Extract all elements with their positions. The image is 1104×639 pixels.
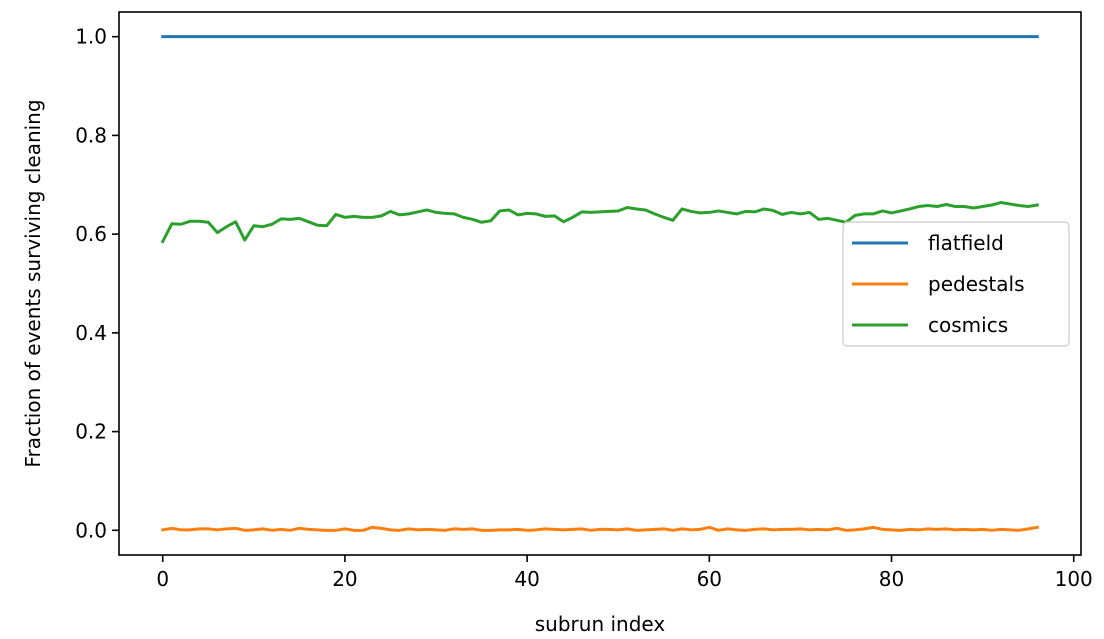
x-tick-label: 0 bbox=[156, 567, 169, 591]
legend-label-pedestals: pedestals bbox=[928, 272, 1025, 296]
legend-label-cosmics: cosmics bbox=[928, 313, 1008, 337]
x-axis-label: subrun index bbox=[535, 612, 666, 636]
y-tick-label: 0.6 bbox=[75, 222, 107, 246]
series-line-pedestals bbox=[161, 525, 1039, 532]
x-tick-label: 40 bbox=[514, 567, 539, 591]
y-tick-label: 0.2 bbox=[75, 420, 107, 444]
x-axis: 0 20 40 60 80 100 bbox=[156, 555, 1093, 591]
axes-frame bbox=[118, 11, 1082, 556]
plot-area bbox=[160, 35, 1039, 532]
y-tick-label: 1.0 bbox=[75, 25, 107, 49]
x-tick-label: 100 bbox=[1055, 567, 1093, 591]
x-tick-label: 80 bbox=[879, 567, 904, 591]
y-tick-label: 0.0 bbox=[75, 518, 107, 542]
legend-label-flatfield: flatfield bbox=[928, 231, 1004, 255]
x-tick-label: 60 bbox=[697, 567, 722, 591]
y-axis-label: Fraction of events surviving cleaning bbox=[21, 99, 45, 467]
legend: flatfield pedestals cosmics bbox=[842, 221, 1070, 347]
series-line-cosmics bbox=[160, 201, 1039, 244]
legend-box bbox=[842, 221, 1070, 347]
x-tick-label: 20 bbox=[332, 567, 357, 591]
axes-spines bbox=[118, 11, 1082, 556]
y-tick-label: 0.8 bbox=[75, 123, 107, 147]
y-axis: 0.0 0.2 0.4 0.6 0.8 1.0 bbox=[75, 25, 119, 542]
y-tick-label: 0.4 bbox=[75, 321, 107, 345]
